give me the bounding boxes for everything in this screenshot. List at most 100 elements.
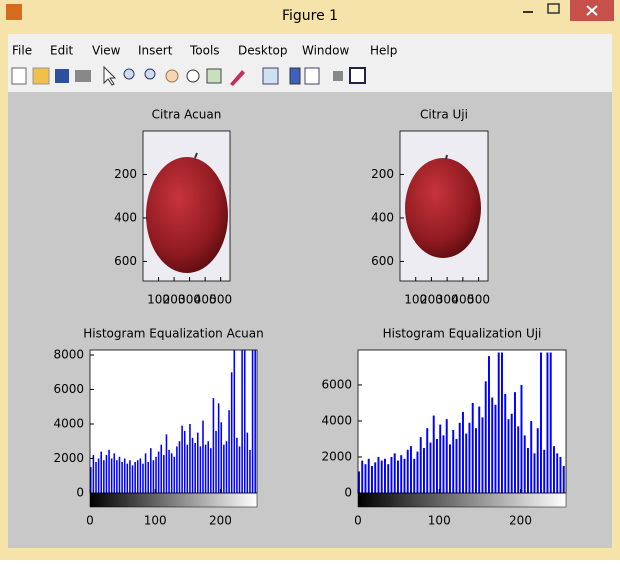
bar [247,433,249,493]
y-tick-label: 6000 [53,382,84,396]
bar [498,353,500,493]
menu-item[interactable]: Desktop [238,44,288,58]
x-tick-label: 200 [209,514,232,528]
bar [404,459,406,493]
bar [368,459,370,493]
bar [145,453,147,493]
bar [446,419,448,493]
menu-item[interactable]: Edit [50,44,74,58]
bar [436,439,438,493]
menu-item[interactable]: Insert [138,44,173,58]
menu-item[interactable]: File [12,44,32,58]
bar [95,462,97,493]
colorbar-icon[interactable] [290,68,300,84]
axes-title: Histogram Equalization Uji [383,327,542,341]
bar [478,407,480,493]
legend-icon[interactable] [305,68,319,84]
bar [111,459,113,493]
bar [394,453,396,493]
bar [239,446,241,493]
bar [215,431,217,493]
save-icon[interactable] [55,69,69,83]
bar [426,428,428,493]
bar [439,425,441,493]
bar [132,465,134,493]
bar [534,453,536,493]
rotate-icon[interactable] [187,70,199,82]
y-tick-label: 4000 [321,413,352,427]
bar [223,445,225,493]
bar [530,421,532,493]
axes: Histogram Equalization Uji02000400060000… [321,327,566,528]
menu-item[interactable]: View [92,44,121,58]
hide-tools-icon[interactable] [333,71,343,81]
bar [560,457,562,493]
bar [176,446,178,493]
bar [469,423,471,493]
bar [249,450,251,493]
bar [163,455,165,493]
datacursor-icon[interactable] [207,69,221,83]
bar [547,353,549,493]
bar [452,430,454,493]
bar [202,421,204,493]
bar [252,350,254,493]
bar [98,459,100,493]
bar [127,464,129,493]
menu-item[interactable]: Help [370,44,397,58]
menu-item[interactable]: Tools [189,44,220,58]
bar [236,438,238,493]
bar [465,434,467,493]
bar [194,443,196,493]
figure-window: Figure 1 File Edit View Insert Tools Desktop W… [0,0,620,560]
pan-icon[interactable] [166,70,178,82]
bar [113,453,115,493]
link-icon[interactable] [263,68,278,84]
bar [456,439,458,493]
bar [475,428,477,493]
bar [226,441,228,493]
bar [129,460,131,493]
window-title: Figure 1 [282,8,338,24]
bar [371,466,373,493]
x-tick-label: 500 [467,293,490,307]
bar [449,444,451,493]
menu-item[interactable]: Window [302,44,350,58]
bar [166,434,168,493]
zoom-in-icon[interactable] [124,69,134,79]
y-tick-label: 0 [344,486,352,500]
bar [524,435,526,493]
colorbar [358,493,566,507]
zoom-out-icon[interactable] [145,69,155,79]
bar [514,392,516,493]
bar [563,466,565,493]
bar [147,462,149,493]
bar [387,464,389,493]
bar [106,455,108,493]
bar [134,462,136,493]
bar [374,462,376,493]
y-tick-label: 8000 [53,348,84,362]
bar [504,394,506,493]
bar [556,453,558,493]
bar [517,426,519,493]
bar [116,460,118,493]
bar [365,464,367,493]
bar [501,353,503,493]
axes-title: Citra Acuan [152,108,222,122]
bar [155,457,157,493]
bar [142,464,144,493]
show-tools-icon[interactable] [350,68,365,83]
x-tick-label: 500 [209,293,232,307]
new-icon[interactable] [12,68,26,84]
bar [189,424,191,493]
bar [433,416,435,493]
y-tick-label: 0 [76,486,84,500]
bar [121,462,123,493]
bar [158,452,160,493]
bar [397,461,399,493]
menu-bar: File Edit View Insert Tools Desktop Window Help [12,44,397,58]
bar [184,431,186,493]
open-icon[interactable] [33,68,49,84]
print-icon[interactable] [75,70,91,82]
